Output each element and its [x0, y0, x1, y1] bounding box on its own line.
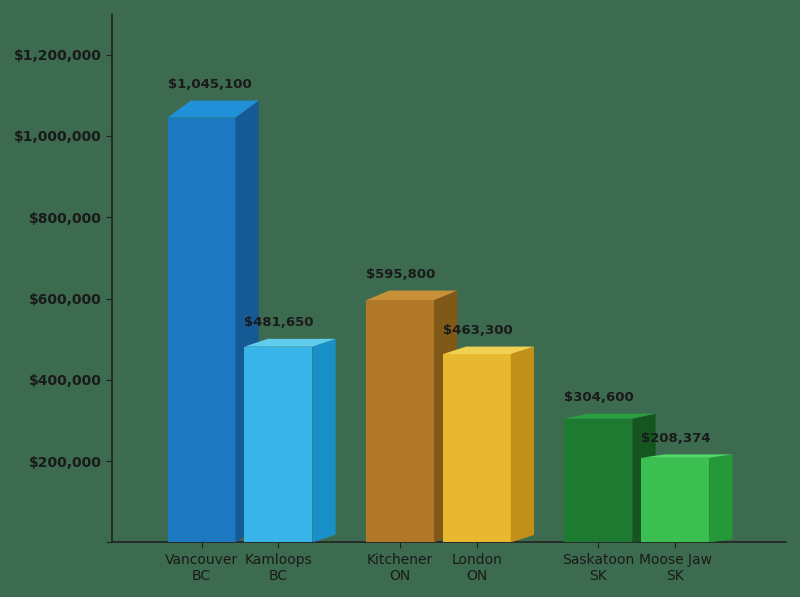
Polygon shape [511, 347, 534, 543]
Polygon shape [235, 100, 258, 543]
Polygon shape [642, 454, 733, 458]
Polygon shape [167, 118, 235, 543]
Text: $481,650: $481,650 [245, 316, 314, 330]
Polygon shape [245, 339, 336, 347]
Polygon shape [565, 418, 632, 543]
Polygon shape [434, 291, 457, 543]
Polygon shape [245, 347, 312, 543]
Polygon shape [642, 458, 710, 543]
Polygon shape [366, 300, 434, 543]
Text: $463,300: $463,300 [443, 324, 513, 337]
Polygon shape [443, 354, 511, 543]
Text: $1,045,100: $1,045,100 [167, 78, 251, 91]
Polygon shape [710, 454, 733, 543]
Text: $595,800: $595,800 [366, 268, 435, 281]
Polygon shape [167, 100, 258, 118]
Polygon shape [443, 347, 534, 354]
Polygon shape [366, 291, 457, 300]
Polygon shape [565, 414, 656, 418]
Text: $304,600: $304,600 [565, 391, 634, 404]
Polygon shape [312, 339, 336, 543]
Text: $208,374: $208,374 [642, 432, 711, 445]
Polygon shape [632, 414, 656, 543]
